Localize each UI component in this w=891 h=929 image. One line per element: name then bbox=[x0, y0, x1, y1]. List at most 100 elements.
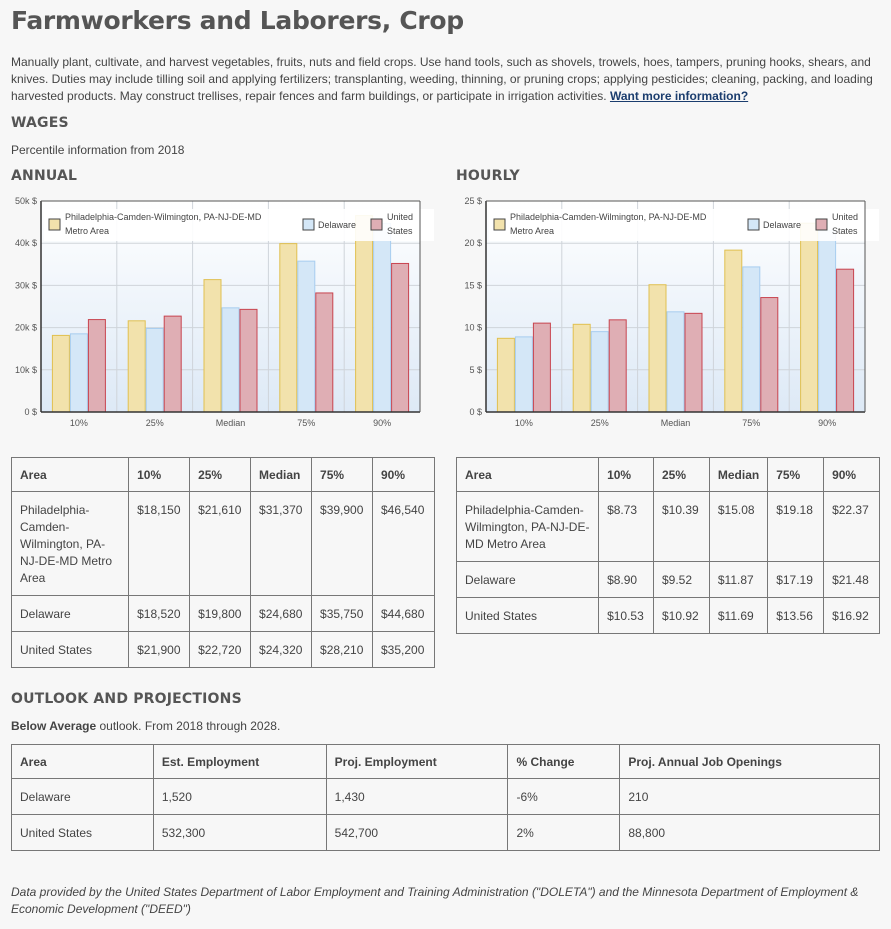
bar-us bbox=[391, 262, 410, 412]
y-tick-label: 30k $ bbox=[15, 280, 37, 290]
annual-wage-table: Area 10% 25% Median 75% 90% Philadelphia… bbox=[10, 457, 436, 668]
job-openings-cell: 210 bbox=[619, 778, 880, 815]
wages-heading: WAGES bbox=[11, 115, 69, 131]
area-cell: United States bbox=[10, 631, 130, 668]
bars-group bbox=[496, 222, 855, 412]
wage-cell: $24,320 bbox=[250, 631, 313, 668]
column-header: 75% bbox=[767, 457, 825, 492]
bar-delaware bbox=[514, 336, 533, 412]
x-tick-label: 90% bbox=[818, 418, 836, 428]
annual-heading: ANNUAL bbox=[11, 168, 78, 184]
x-tick-label: 25% bbox=[591, 418, 609, 428]
column-header: 10% bbox=[598, 457, 654, 492]
legend-label-us-line2: States bbox=[387, 226, 413, 236]
area-cell: Delaware bbox=[455, 561, 600, 598]
legend-label-philly: Philadelphia-Camden-Wilmington, PA-NJ-DE… bbox=[510, 212, 707, 222]
legend-background bbox=[489, 209, 879, 241]
bar-us bbox=[163, 315, 182, 412]
bar-us bbox=[608, 319, 627, 412]
wage-cell: $17.19 bbox=[767, 561, 825, 598]
y-tick-label: 20k $ bbox=[15, 323, 37, 333]
wage-cell: $22,720 bbox=[189, 631, 252, 668]
bar-philly bbox=[127, 320, 146, 412]
y-tick-label: 20 $ bbox=[464, 238, 482, 248]
bar-philly bbox=[203, 279, 222, 412]
table-row: Delaware $18,520 $19,800 $24,680 $35,750… bbox=[10, 595, 436, 632]
table-row: United States $10.53 $10.92 $11.69 $13.5… bbox=[455, 597, 880, 634]
wage-cell: $16.92 bbox=[823, 597, 880, 634]
area-cell: Delaware bbox=[10, 595, 130, 632]
wage-cell: $19,800 bbox=[189, 595, 252, 632]
wage-cell: $46,540 bbox=[371, 491, 436, 596]
bar-philly bbox=[724, 249, 743, 412]
percent-change-cell: 2% bbox=[507, 814, 621, 851]
outlook-summary-text: outlook. From 2018 through 2028. bbox=[96, 719, 281, 733]
wage-cell: $10.39 bbox=[652, 491, 710, 562]
proj-employment-cell: 542,700 bbox=[325, 814, 509, 851]
more-info-link[interactable]: Want more information? bbox=[609, 89, 749, 103]
column-header: Area bbox=[10, 457, 130, 492]
bar-us bbox=[836, 268, 855, 412]
hourly-wage-table: Area 10% 25% Median 75% 90% Philadelphia… bbox=[455, 457, 880, 634]
wage-cell: $10.53 bbox=[598, 597, 654, 634]
bar-us bbox=[532, 322, 551, 412]
bar-delaware bbox=[221, 307, 240, 412]
y-tick-label: 0 $ bbox=[469, 407, 482, 417]
wage-cell: $8.90 bbox=[598, 561, 654, 598]
area-cell: Philadelphia-Camden-Wilmington, PA-NJ-DE… bbox=[455, 491, 600, 562]
wage-cell: $39,900 bbox=[311, 491, 373, 596]
column-header: 75% bbox=[311, 457, 373, 492]
table-header-row: Area 10% 25% Median 75% 90% bbox=[10, 457, 436, 492]
est-employment-cell: 532,300 bbox=[152, 814, 327, 851]
table-row: Delaware 1,520 1,430 -6% 210 bbox=[11, 778, 880, 815]
wage-cell: $19.18 bbox=[767, 491, 825, 562]
column-header: Area bbox=[455, 457, 600, 492]
x-tick-label: 75% bbox=[297, 418, 315, 428]
wage-cell: $9.52 bbox=[652, 561, 710, 598]
y-tick-label: 25 $ bbox=[464, 196, 482, 206]
wage-cell: $21,610 bbox=[189, 491, 252, 596]
wage-cell: $44,680 bbox=[371, 595, 436, 632]
table-header-row: Area 10% 25% Median 75% 90% bbox=[455, 457, 880, 492]
bar-philly bbox=[496, 337, 515, 412]
bar-delaware bbox=[297, 260, 316, 412]
bar-philly bbox=[51, 334, 70, 412]
outlook-summary: Below Average outlook. From 2018 through… bbox=[11, 719, 280, 733]
column-header: 25% bbox=[189, 457, 252, 492]
description-text: Manually plant, cultivate, and harvest v… bbox=[11, 55, 873, 103]
hourly-chart-svg: 0 $ 5 $ 10 $ 15 $ 20 $ 25 $ Philadelphia-Camde… bbox=[464, 196, 879, 428]
wage-cell: $21.48 bbox=[823, 561, 880, 598]
wage-cell: $11.87 bbox=[708, 561, 769, 598]
legend-label-us: United bbox=[832, 212, 858, 222]
legend-swatch-philly bbox=[48, 218, 61, 231]
bar-us bbox=[760, 297, 779, 412]
legend-swatch-us bbox=[370, 218, 383, 231]
bar-us bbox=[239, 308, 258, 412]
proj-employment-cell: 1,430 bbox=[325, 778, 509, 815]
legend-label-delaware: Delaware bbox=[318, 220, 356, 230]
column-header: Area bbox=[11, 744, 154, 779]
est-employment-cell: 1,520 bbox=[152, 778, 327, 815]
column-header: Est. Employment bbox=[152, 744, 327, 779]
area-cell: United States bbox=[455, 597, 600, 634]
wage-cell: $28,210 bbox=[311, 631, 373, 668]
bar-delaware bbox=[818, 230, 837, 412]
wage-cell: $11.69 bbox=[708, 597, 769, 634]
column-header: 10% bbox=[128, 457, 191, 492]
legend-swatch-delaware bbox=[747, 218, 760, 231]
area-cell: Delaware bbox=[11, 778, 154, 815]
annual-chart-svg: 0 $ 10k $ 20k $ 30k $ 40k $ 50k $ Philadelphia… bbox=[15, 196, 434, 428]
y-tick-label: 40k $ bbox=[15, 238, 37, 248]
bars-group bbox=[51, 215, 410, 412]
legend-label-us-line2: States bbox=[832, 226, 858, 236]
job-openings-cell: 88,800 bbox=[619, 814, 880, 851]
wage-cell: $22.37 bbox=[823, 491, 880, 562]
x-tick-label: Median bbox=[216, 418, 246, 428]
chart-legend: Philadelphia-Camden-Wilmington, PA-NJ-DE… bbox=[489, 209, 879, 241]
chart-legend: Philadelphia-Camden-Wilmington, PA-NJ-DE… bbox=[44, 209, 434, 241]
wage-cell: $35,750 bbox=[311, 595, 373, 632]
legend-label-philly-line2: Metro Area bbox=[510, 226, 554, 236]
y-tick-label: 10 $ bbox=[464, 323, 482, 333]
percentile-note: Percentile information from 2018 bbox=[11, 143, 185, 157]
occupation-description: Manually plant, cultivate, and harvest v… bbox=[11, 54, 879, 105]
